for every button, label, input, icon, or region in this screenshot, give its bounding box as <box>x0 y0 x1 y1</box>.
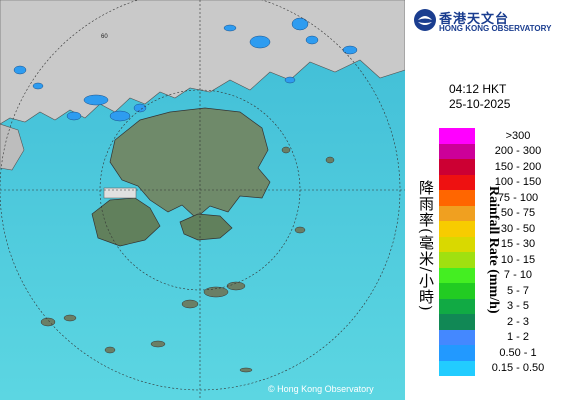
legend-row: 5 - 7 <box>439 283 561 299</box>
legend-swatch <box>439 190 475 206</box>
legend-row: 0.15 - 0.50 <box>439 360 561 376</box>
legend-swatch <box>439 345 475 361</box>
legend-row: 7 - 10 <box>439 267 561 283</box>
legend-range-label: 100 - 150 <box>494 176 542 189</box>
legend-range-label: 50 - 75 <box>500 207 536 220</box>
legend-swatch <box>439 205 475 221</box>
side-panel: 香港天文台 HONG KONG OBSERVATORY 04:12 HKT 25… <box>405 0 577 400</box>
legend-range-label: 150 - 200 <box>494 160 542 173</box>
rain-echoes <box>13 17 358 122</box>
legend-row: >300 <box>439 128 561 144</box>
legend-swatch <box>439 128 475 144</box>
observation-time: 04:12 HKT <box>449 82 507 96</box>
rainfall-legend: >300 200 - 300 150 - 200 100 - 150 75 - 100 5… <box>439 128 561 376</box>
legend-row: 10 - 15 <box>439 252 561 268</box>
legend-row: 200 - 300 <box>439 143 561 159</box>
legend-swatch <box>439 221 475 237</box>
hk-island <box>179 213 233 241</box>
legend-range-label: 10 - 15 <box>500 253 536 266</box>
legend-swatch <box>439 159 475 175</box>
range-rings <box>0 0 405 400</box>
radar-map: 60 © Hong Kong Observatory <box>0 0 405 400</box>
legend-row: 15 - 30 <box>439 236 561 252</box>
legend-swatch <box>439 174 475 190</box>
legend-row: 1 - 2 <box>439 329 561 345</box>
hk-land <box>109 107 271 219</box>
legend-row: 75 - 100 <box>439 190 561 206</box>
legend-row: 30 - 50 <box>439 221 561 237</box>
legend-swatch <box>439 252 475 268</box>
radar-map-canvas: 60 <box>0 0 405 400</box>
copyright-credit: © Hong Kong Observatory <box>268 384 374 394</box>
org-name-cn: 香港天文台 <box>439 12 510 27</box>
legend-range-label: 5 - 7 <box>506 284 529 297</box>
legend-swatch <box>439 298 475 314</box>
legend-row: 100 - 150 <box>439 174 561 190</box>
legend-range-label: 15 - 30 <box>500 238 536 251</box>
legend-range-label: 7 - 10 <box>503 269 533 282</box>
legend-swatch <box>439 360 475 376</box>
legend-range-label: 200 - 300 <box>494 145 542 158</box>
legend-row: 0.50 - 1 <box>439 345 561 361</box>
legend-swatch <box>439 236 475 252</box>
legend-row: 150 - 200 <box>439 159 561 175</box>
legend-range-label: 0.50 - 1 <box>499 346 537 359</box>
legend-range-label: 3 - 5 <box>506 300 529 313</box>
legend-range-label: 1 - 2 <box>506 331 529 344</box>
observation-date: 25-10-2025 <box>449 97 511 111</box>
legend-row: 3 - 5 <box>439 298 561 314</box>
legend-range-label: 75 - 100 <box>497 191 539 204</box>
legend-range-label: 0.15 - 0.50 <box>491 362 545 375</box>
legend-range-label: 30 - 50 <box>500 222 536 235</box>
legend-row: 2 - 3 <box>439 314 561 330</box>
legend-swatch <box>439 267 475 283</box>
legend-range-label: 2 - 3 <box>506 315 529 328</box>
legend-title-cn: 降雨率(毫米/小時) <box>417 180 435 312</box>
airport <box>103 187 137 199</box>
org-name-en: HONG KONG OBSERVATORY <box>439 24 552 33</box>
legend-swatch <box>439 143 475 159</box>
ring-label: 60 <box>101 34 108 40</box>
mainland-land <box>0 0 405 125</box>
legend-swatch <box>439 329 475 345</box>
western-land <box>0 123 25 171</box>
legend-swatch <box>439 314 475 330</box>
lantau-island <box>91 197 161 247</box>
legend-row: 50 - 75 <box>439 205 561 221</box>
legend-swatch <box>439 283 475 299</box>
legend-title-en: Rainfall Rate (mm/h) <box>486 186 501 314</box>
legend-range-label: >300 <box>505 129 531 142</box>
hko-logo-icon <box>414 9 436 31</box>
